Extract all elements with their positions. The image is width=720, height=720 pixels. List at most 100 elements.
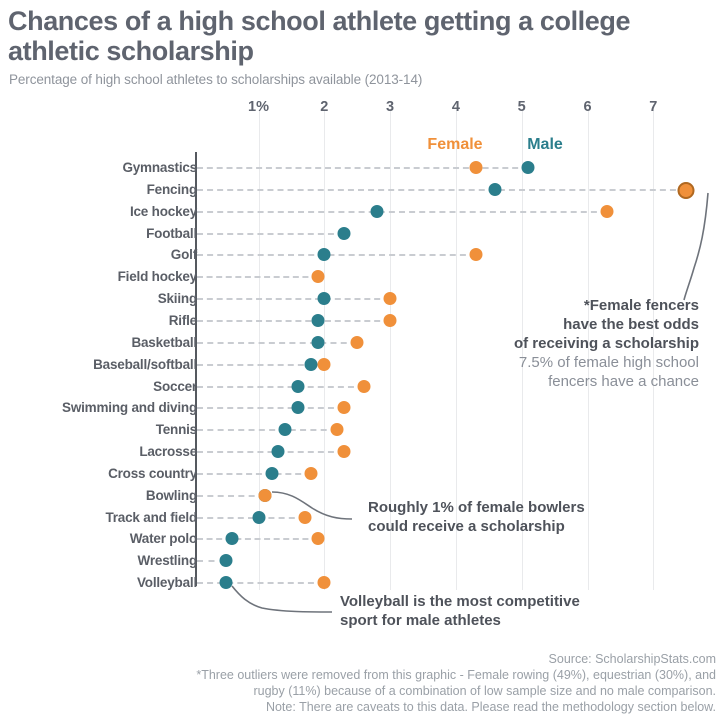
annotation-volleyball: Volleyball is the most competitive sport…: [340, 592, 715, 630]
gridline-4: [455, 110, 457, 590]
dot-female[interactable]: [469, 161, 483, 174]
dot-female[interactable]: [311, 532, 325, 546]
footer-source: Source: ScholarshipStats.com: [548, 652, 716, 666]
footer-note-2: rugby (11%) because of a combination of …: [253, 684, 716, 698]
row-connector: [197, 298, 391, 302]
chart-row: Ice hockey: [0, 204, 720, 226]
dot-male[interactable]: [521, 161, 535, 174]
annotation-fencer-line5: fencers have a chance: [548, 373, 699, 390]
dot-female[interactable]: [330, 423, 344, 437]
x-tick-3: 3: [386, 99, 395, 115]
dot-male[interactable]: [317, 248, 331, 262]
row-label-football: Football: [146, 225, 197, 241]
annotation-volleyball-line1: Volleyball is the most competitive: [340, 593, 580, 610]
annotation-bowling-line1: Roughly 1% of female bowlers: [368, 499, 585, 516]
chart-row: Bowling: [0, 488, 720, 510]
row-connector: [197, 451, 345, 455]
dot-female[interactable]: [469, 248, 483, 262]
gridline-3: [390, 110, 392, 590]
x-tick-4: 4: [451, 99, 460, 115]
dot-male[interactable]: [304, 357, 318, 371]
dot-male[interactable]: [219, 576, 233, 590]
row-connector: [197, 319, 391, 324]
dot-male[interactable]: [488, 182, 502, 196]
row-connector: [197, 385, 364, 390]
annotation-fencer-line4: 7.5% of female high school: [518, 354, 699, 371]
dot-male[interactable]: [219, 554, 233, 568]
row-label-baseball-softball: Baseball/softball: [93, 356, 197, 372]
dot-female[interactable]: [337, 401, 351, 415]
x-tick-5: 5: [517, 99, 526, 115]
dot-female[interactable]: [350, 335, 364, 349]
row-connector: [197, 538, 318, 542]
legend-label-male: Male: [527, 136, 563, 153]
annotation-fencer-line2: have the best odds: [563, 316, 699, 333]
dot-male[interactable]: [317, 292, 331, 306]
gridline-6: [587, 110, 589, 590]
row-label-basketball: Basketball: [131, 334, 197, 350]
gridline-7: [653, 110, 655, 590]
gridline-1: [258, 110, 260, 590]
row-label-gymnastics: Gymnastics: [122, 160, 197, 175]
dot-female[interactable]: [258, 488, 272, 502]
dot-female[interactable]: [317, 576, 331, 590]
chart-row: Rifle: [0, 313, 720, 335]
chart-row: Water polo: [0, 531, 720, 553]
chart-row: Swimming and diving: [0, 400, 720, 422]
dot-female[interactable]: [298, 510, 312, 524]
x-tick-1: 1%: [248, 99, 269, 115]
row-connector: [197, 494, 266, 499]
row-connector: [197, 516, 305, 521]
chart-row: Volleyball: [0, 575, 720, 597]
dot-male[interactable]: [291, 401, 305, 415]
dot-male[interactable]: [337, 226, 351, 240]
row-label-field-hockey: Field hockey: [117, 269, 198, 285]
chart-row: Baseball/softball: [0, 357, 720, 379]
dot-male[interactable]: [225, 532, 239, 546]
chart-row: Tennis: [0, 422, 720, 444]
dot-female[interactable]: [357, 379, 371, 393]
dot-male[interactable]: [265, 466, 279, 480]
annotation-volleyball-line2: sport for male athletes: [340, 612, 501, 629]
footer-note-1: *Three outliers were removed from this g…: [196, 668, 716, 682]
row-label-swimming-and-diving: Swimming and diving: [62, 400, 197, 416]
chart-row: Golf: [0, 247, 720, 269]
chart-row: Track and field: [0, 510, 720, 532]
row-connector: [197, 188, 687, 193]
row-connector: [197, 276, 318, 280]
annotation-fencer-line1: *Female fencers: [583, 297, 699, 314]
row-connector: [197, 232, 345, 237]
dot-female[interactable]: [311, 270, 325, 284]
row-connector: [197, 407, 345, 411]
chart-row: Wrestling: [0, 553, 720, 575]
x-tick-7: 7: [649, 99, 658, 115]
dot-female[interactable]: [304, 466, 318, 480]
dot-female[interactable]: [317, 357, 331, 371]
row-label-tennis: Tennis: [155, 422, 198, 438]
annotation-bowling: Roughly 1% of female bowlers could recei…: [368, 498, 713, 536]
dot-male[interactable]: [271, 445, 285, 459]
dot-male[interactable]: [311, 335, 325, 349]
row-connector: [197, 582, 325, 586]
dot-female[interactable]: [383, 292, 397, 306]
chart-title: Chances of a high school athlete getting…: [8, 6, 631, 66]
dot-male[interactable]: [370, 204, 384, 218]
row-label-water-polo: Water polo: [129, 531, 197, 547]
dot-female[interactable]: [677, 181, 695, 199]
chart-row: Cross country: [0, 466, 720, 488]
dot-male[interactable]: [291, 379, 305, 393]
y-axis-line: [195, 152, 197, 586]
dot-male[interactable]: [252, 510, 265, 524]
dot-female[interactable]: [600, 204, 614, 218]
dot-female[interactable]: [383, 313, 397, 327]
dot-male[interactable]: [311, 313, 325, 327]
row-connector: [197, 472, 312, 477]
row-label-skiing: Skiing: [157, 291, 198, 307]
dot-female[interactable]: [337, 445, 351, 459]
x-tick-6: 6: [583, 99, 592, 115]
dot-male[interactable]: [278, 423, 292, 437]
row-label-track-and-field: Track and field: [105, 509, 197, 525]
gridline-5: [521, 110, 523, 590]
row-label-volleyball: Volleyball: [136, 575, 197, 591]
